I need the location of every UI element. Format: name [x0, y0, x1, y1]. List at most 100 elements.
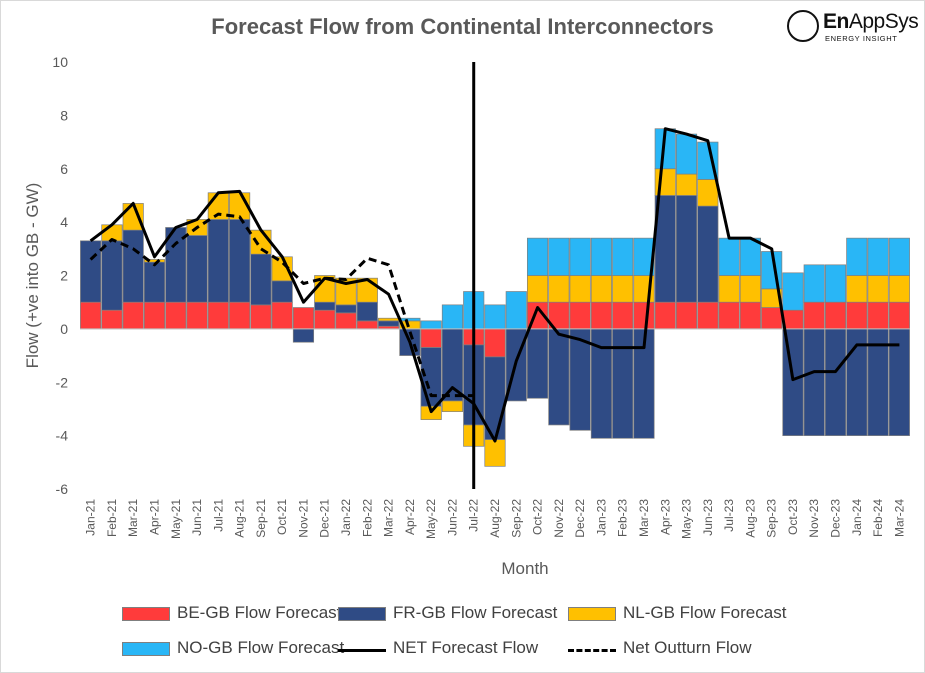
x-tick-label: Dec-23 — [829, 499, 843, 538]
bar-no — [846, 237, 868, 276]
legend-label-net: NET Forecast Flow — [393, 638, 539, 657]
bar-be — [122, 301, 144, 330]
bar-nl — [697, 179, 719, 207]
bar-nl — [569, 275, 591, 303]
bar-fr — [101, 240, 123, 311]
x-tick-label: Jul-22 — [467, 499, 481, 532]
bar-nl — [867, 275, 889, 303]
bar-no — [420, 320, 442, 330]
bar-fr — [548, 328, 570, 426]
bar-nl — [526, 275, 549, 303]
bar-nl — [612, 275, 634, 303]
bar-be — [335, 312, 357, 330]
logo-tagline: ENERGY INSIGHT — [825, 34, 898, 43]
bar-fr — [697, 205, 719, 303]
bar-no — [739, 237, 761, 276]
bar-no — [441, 304, 464, 330]
bar-fr — [314, 301, 336, 311]
bar-nl — [888, 275, 910, 303]
x-tick-label: Mar-22 — [382, 499, 396, 537]
net-forecast-line — [89, 127, 900, 443]
bar-no — [548, 237, 570, 276]
bar-be — [697, 301, 719, 330]
legend-swatch-no — [122, 642, 170, 656]
bar-fr — [229, 219, 251, 303]
y-tick-label: 10 — [52, 54, 68, 70]
x-tick-label: Jan-21 — [84, 499, 98, 536]
y-tick-label: 8 — [60, 107, 68, 123]
bar-fr — [143, 261, 166, 303]
bar-be — [654, 301, 676, 330]
x-tick-label: Nov-21 — [296, 499, 310, 538]
bar-no — [569, 237, 591, 276]
bar-fr — [207, 219, 229, 303]
x-tick-label: Sep-22 — [509, 499, 523, 538]
x-tick-label: Jan-23 — [594, 499, 608, 536]
x-tick-label: Oct-23 — [786, 499, 800, 535]
x-tick-label: Feb-22 — [360, 499, 374, 537]
bar-be — [229, 301, 251, 330]
x-tick-label: Aug-21 — [233, 499, 247, 538]
bar-nl — [675, 173, 698, 196]
bar-no — [612, 237, 634, 276]
x-tick-label: Jun-21 — [190, 499, 204, 536]
bar-be — [612, 301, 634, 330]
bar-fr — [378, 320, 400, 327]
y-tick-label: 4 — [60, 214, 68, 230]
x-tick-label: Feb-23 — [616, 499, 630, 537]
bar-nl — [378, 317, 400, 322]
x-tick-label: Sep-23 — [765, 499, 779, 538]
bar-be — [356, 320, 378, 330]
bar-be — [569, 301, 591, 330]
bar-be — [101, 309, 123, 330]
bar-fr — [80, 240, 102, 303]
bar-no — [590, 237, 612, 276]
bar-be — [165, 301, 187, 330]
bar-be — [271, 301, 293, 330]
x-tick-label: Mar-24 — [892, 499, 906, 537]
bar-no — [867, 237, 889, 276]
net-outturn-line — [89, 212, 474, 398]
x-tick-label: Jun-23 — [701, 499, 715, 536]
x-tick-label: Sep-21 — [254, 499, 268, 538]
x-tick-label: Jan-24 — [850, 499, 864, 536]
bar-be — [186, 301, 208, 330]
y-axis-label: Flow (+ve into GB - GW) — [23, 183, 42, 369]
bar-fr — [420, 347, 442, 407]
x-tick-label: Oct-22 — [531, 499, 545, 535]
logo-name-bold: En — [823, 10, 849, 33]
bar-be — [80, 301, 102, 330]
x-tick-label: Dec-21 — [318, 499, 332, 538]
bar-no — [888, 237, 910, 276]
bar-no — [505, 291, 527, 330]
bar-be — [633, 301, 655, 330]
bar-fr — [824, 328, 847, 436]
bar-fr — [250, 253, 272, 306]
bar-fr — [803, 328, 825, 436]
bar-fr — [356, 301, 378, 322]
bar-be — [143, 301, 166, 330]
bar-nl — [739, 275, 761, 303]
x-tick-label: Jun-22 — [445, 499, 459, 536]
bar-no — [399, 317, 421, 322]
bar-no — [803, 264, 825, 303]
bar-be — [867, 301, 889, 330]
x-tick-label: May-21 — [169, 499, 183, 539]
bar-fr — [526, 328, 549, 399]
bar-fr — [335, 304, 357, 314]
legend-label-be: BE-GB Flow Forecast — [177, 603, 342, 622]
y-tick-label: -6 — [56, 481, 69, 497]
bar-no — [675, 133, 698, 175]
legend-line-net — [338, 649, 386, 652]
bar-be — [824, 301, 847, 330]
x-tick-label: May-23 — [680, 499, 694, 539]
bar-be — [718, 301, 740, 330]
legend-label-fr: FR-GB Flow Forecast — [393, 603, 558, 622]
x-axis-label: Month — [501, 559, 548, 578]
legend-swatch-nl — [568, 607, 616, 621]
y-tick-label: 6 — [60, 161, 68, 177]
x-tick-label: Aug-23 — [743, 499, 757, 538]
bar-nl — [590, 275, 612, 303]
logo-name: EnAppSys — [823, 10, 919, 34]
bar-fr — [271, 280, 293, 303]
